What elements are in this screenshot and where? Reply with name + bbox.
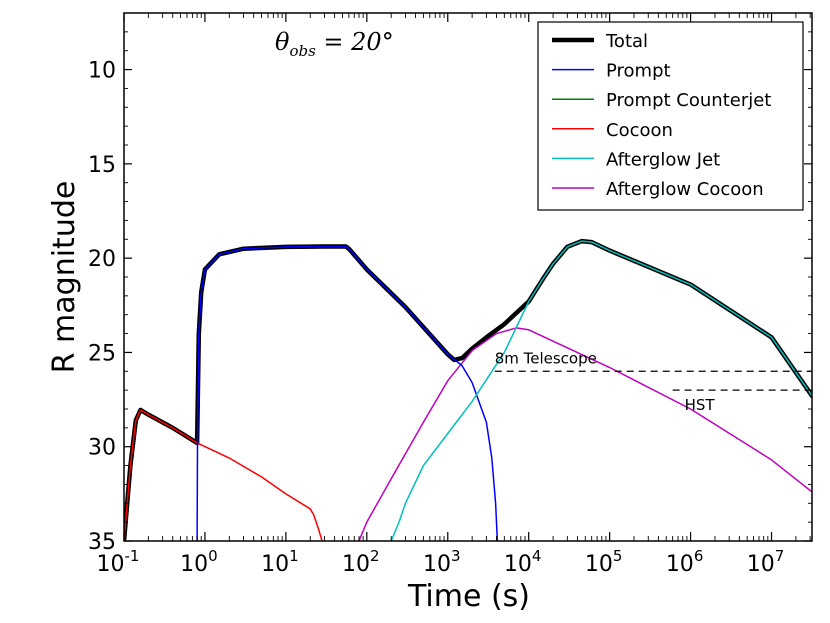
x-tick-label: 102 xyxy=(342,547,380,577)
series-line-afterglow-jet xyxy=(390,240,812,541)
legend-box xyxy=(537,21,804,211)
limits-layer xyxy=(494,370,812,391)
legend-label-total: Total xyxy=(605,31,648,52)
x-tick-label: 100 xyxy=(180,547,218,577)
limit-label-hst: HST xyxy=(685,396,716,414)
series-layer xyxy=(124,238,812,541)
theta-subscript: obs xyxy=(289,42,316,60)
x-axis-title: Time (s) xyxy=(407,579,530,614)
theta-symbol: θ xyxy=(275,28,290,56)
theta-value: = 20° xyxy=(316,28,394,56)
limit-label-8m-telescope: 8m Telescope xyxy=(495,349,597,367)
legend-label-prompt: Prompt xyxy=(606,61,671,82)
y-tick-label: 30 xyxy=(88,436,116,461)
legend-label-prompt-counterjet: Prompt Counterjet xyxy=(606,90,771,111)
y-tick-label: 25 xyxy=(88,341,116,366)
y-tick-label: 10 xyxy=(88,59,116,84)
theta-annotation: θobs = 20° xyxy=(275,28,394,60)
y-axis-title: R magnitude xyxy=(47,181,82,374)
series-line-cocoon xyxy=(124,409,323,541)
x-tick-label: 10-1 xyxy=(97,547,140,577)
y-tick-label: 35 xyxy=(88,530,116,555)
legend-label-afterglow-cocoon: Afterglow Cocoon xyxy=(606,179,764,200)
y-tick-label: 20 xyxy=(88,247,116,272)
y-tick-label: 15 xyxy=(88,153,116,178)
series-line-afterglow-cocoon xyxy=(358,327,812,541)
legend: Total Prompt Prompt Counterjet Cocoon Afterg… xyxy=(537,21,804,211)
x-tick-label: 105 xyxy=(585,547,623,577)
legend-label-cocoon: Cocoon xyxy=(606,120,673,141)
x-tick-label: 104 xyxy=(504,547,542,577)
x-tick-label: 107 xyxy=(747,547,785,577)
x-tick-label: 106 xyxy=(666,547,704,577)
x-tick-label: 103 xyxy=(423,547,461,577)
x-tick-label: 101 xyxy=(261,547,299,577)
series-line-prompt xyxy=(196,245,499,541)
legend-label-afterglow-jet: Afterglow Jet xyxy=(606,149,720,170)
plot-frame xyxy=(123,12,813,542)
